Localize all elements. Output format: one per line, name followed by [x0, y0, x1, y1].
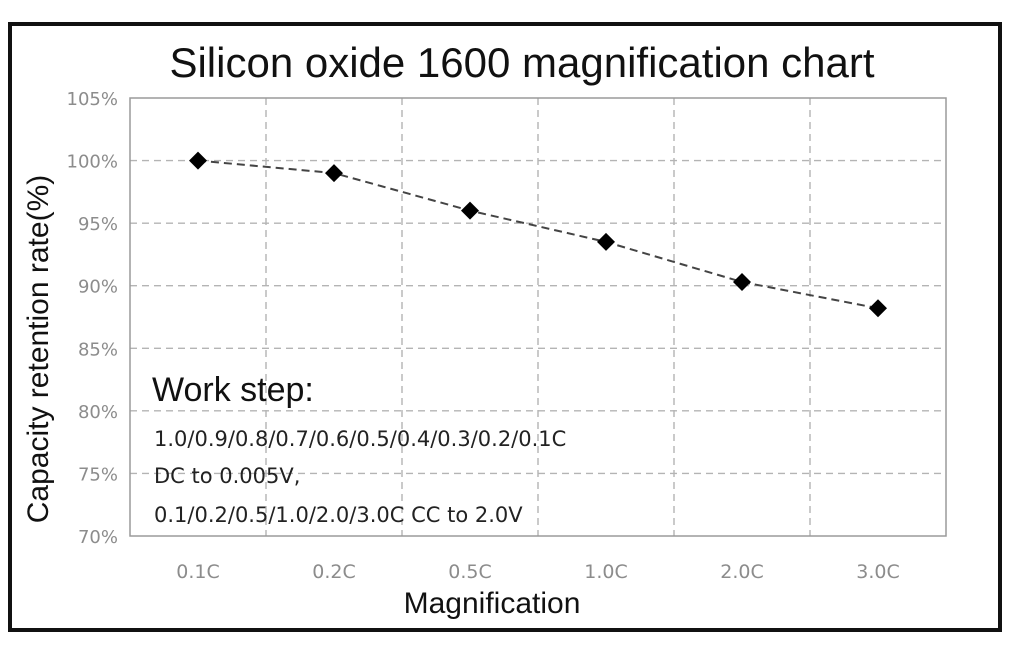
chart-title: Silicon oxide 1600 magnification chart: [169, 39, 874, 86]
annotation-heading: Work step:: [152, 371, 314, 409]
y-tick-label: 80%: [78, 402, 118, 423]
y-tick-label: 85%: [78, 339, 118, 360]
y-tick-label: 90%: [78, 277, 118, 298]
y-tick-label: 100%: [67, 152, 118, 173]
annotation-line: 0.1/0.2/0.5/1.0/2.0/3.0C CC to 2.0V: [154, 503, 523, 527]
x-tick-label: 0.5C: [448, 561, 491, 583]
data-point: [325, 164, 343, 183]
y-tick-label: 105%: [67, 89, 118, 110]
y-axis-label: Capacity retention rate(%): [22, 175, 55, 524]
data-point: [597, 232, 615, 251]
series: [189, 151, 887, 318]
plot-area: [129, 97, 947, 537]
work-step-annotation: Work step: 1.0/0.9/0.8/0.7/0.6/0.5/0.4/0…: [152, 371, 566, 527]
x-tick-label: 1.0C: [584, 561, 627, 583]
annotation-line: 1.0/0.9/0.8/0.7/0.6/0.5/0.4/0.3/0.2/0.1C: [154, 427, 566, 451]
annotation-line: DC to 0.005V,: [154, 464, 300, 488]
x-tick-label: 2.0C: [720, 561, 763, 583]
x-tick-label: 3.0C: [856, 561, 899, 583]
y-tick-label: 70%: [78, 527, 118, 548]
y-axis: 70% 75% 80% 85% 90% 95% 100% 105%: [67, 89, 118, 548]
data-point: [733, 272, 751, 291]
data-point: [869, 299, 887, 318]
grid: [130, 98, 946, 536]
x-axis-label: Magnification: [404, 587, 581, 620]
data-point: [461, 201, 479, 220]
y-tick-label: 75%: [78, 464, 118, 485]
x-tick-label: 0.1C: [176, 561, 219, 583]
x-axis: 0.1C 0.2C 0.5C 1.0C 2.0C 3.0C: [176, 561, 899, 583]
y-tick-label: 95%: [78, 214, 118, 235]
chart-frame: [8, 22, 1002, 632]
x-tick-label: 0.2C: [312, 561, 355, 583]
data-point: [189, 151, 207, 170]
